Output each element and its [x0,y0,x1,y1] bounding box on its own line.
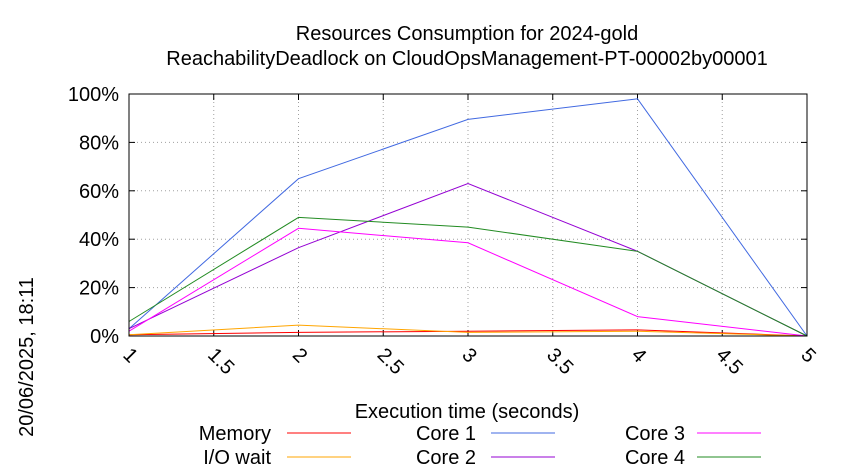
legend-item-core-4: Core 4 [625,447,761,469]
legend-item-core-2: Core 2 [416,447,555,469]
y-tick-label: 40% [79,229,119,251]
series-line-memory [128,329,808,337]
x-tick-label: 4 [627,344,650,367]
legend-item-core-1: Core 1 [416,423,555,445]
plot-frame [128,93,808,337]
legend-item-core-3: Core 3 [625,423,761,445]
x-tick-label: 3 [457,344,480,367]
x-tick-label: 4.5 [712,344,747,379]
legend-label: Core 4 [625,447,685,469]
y-tick-label: 20% [79,278,119,300]
y-tick-label: 80% [79,132,119,154]
legend-label: Memory [199,423,271,445]
y-tick-label: 60% [79,181,119,203]
legend-label: Core 2 [416,447,476,469]
x-tick-label: 3.5 [542,344,577,379]
series-line-core-3 [128,227,808,337]
x-axis-label: Execution time (seconds) [355,401,580,423]
y-tick-label: 0% [90,326,119,348]
legend-label: I/O wait [203,447,271,469]
series-line-i-o-wait [128,324,808,337]
grid [129,94,807,336]
x-tick-label: 2 [288,344,311,367]
side-label: 20/06/2025, 18:11 [16,277,38,437]
series-line-core-1 [128,98,808,337]
y-axis: 0% 20% 40% 60% 80% 100% [68,84,807,348]
legend-item-i-o-wait: I/O wait [203,447,351,469]
x-tick-label: 2.5 [373,344,408,379]
y-tick-label: 100% [68,84,119,106]
series-line-core-4 [128,216,808,337]
legend-label: Core 1 [416,423,476,445]
chart-title: Resources Consumption for 2024-gold [296,23,638,45]
legend-label: Core 3 [625,423,685,445]
series-group [128,98,808,337]
x-tick-label: 1.5 [203,344,238,379]
x-tick-label: 5 [796,344,819,367]
x-tick-label: 1 [118,344,141,367]
chart-subtitle: ReachabilityDeadlock on CloudOpsManageme… [166,48,767,70]
legend-item-memory: Memory [199,423,351,445]
